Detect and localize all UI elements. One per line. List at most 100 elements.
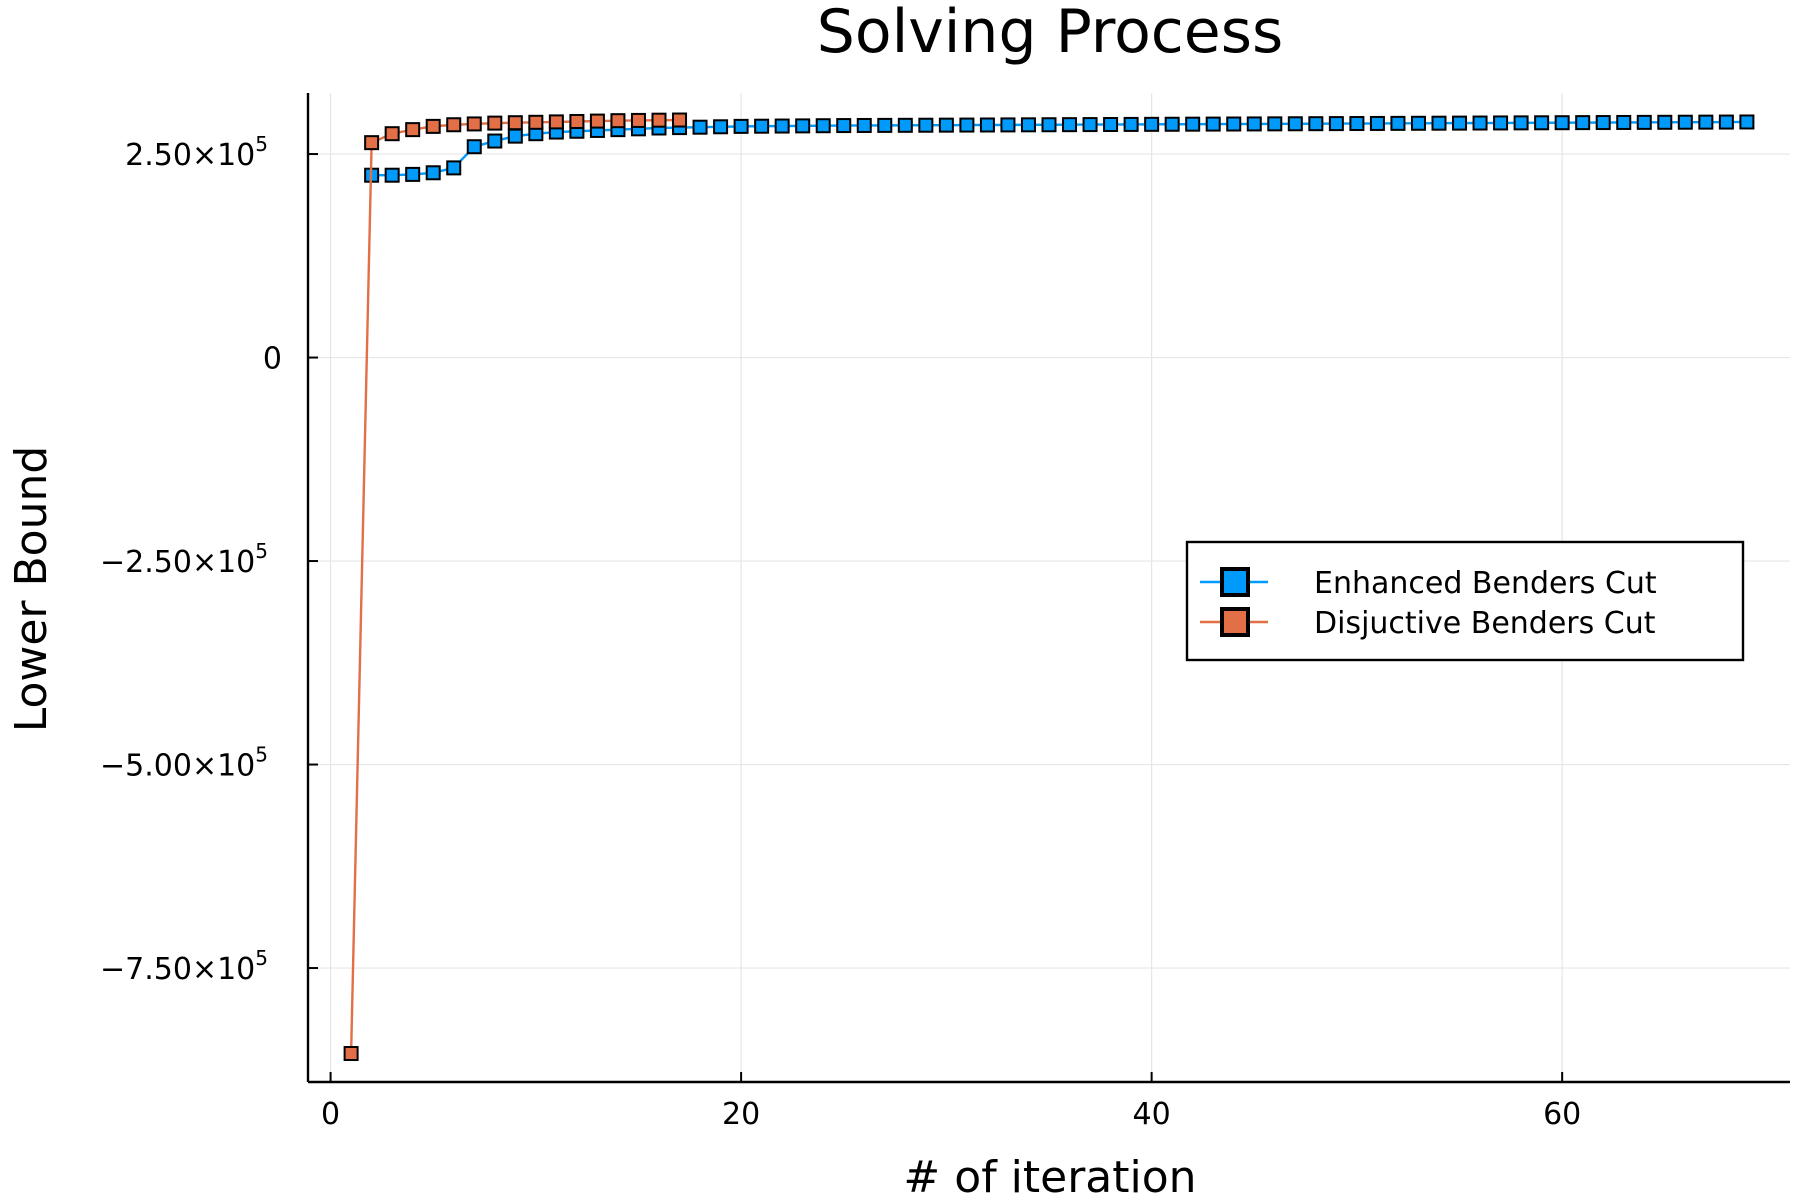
data-point [1164, 116, 1180, 132]
data-point [754, 118, 770, 134]
data-point [1657, 114, 1673, 130]
data-point [1575, 115, 1591, 131]
data-point [425, 118, 441, 134]
data-point [1472, 115, 1488, 131]
grid-lines [308, 93, 1790, 1082]
y-axis-label: Lower Bound [6, 446, 57, 733]
y-tick-label: −2.50×105 [100, 539, 268, 580]
data-point [1267, 116, 1283, 132]
series-line [349, 118, 680, 1054]
data-point [1534, 115, 1550, 131]
data-point [877, 117, 893, 133]
x-axis-label: # of iteration [903, 1152, 1196, 1200]
data-point [1287, 116, 1303, 132]
data-point [1718, 114, 1734, 130]
data-point [446, 117, 462, 133]
data-point [1123, 116, 1139, 132]
y-tick-mantissa: 2.50×10 [125, 138, 255, 173]
x-tick-label: 0 [321, 1097, 340, 1132]
series-0 [364, 114, 1755, 183]
legend: Enhanced Benders Cut Disjuctive Benders C… [1185, 540, 1745, 662]
data-point [630, 112, 646, 128]
y-tick-exponent: 5 [255, 539, 268, 563]
data-point [528, 114, 544, 130]
data-point [507, 115, 523, 131]
data-point [897, 117, 913, 133]
data-point [1390, 115, 1406, 131]
legend-box [1185, 540, 1745, 662]
data-point [466, 116, 482, 132]
data-point [836, 118, 852, 134]
data-point [446, 160, 462, 176]
data-point [507, 128, 523, 144]
y-tick-exponent: 5 [255, 132, 268, 156]
data-point [466, 139, 482, 155]
chart-title: Solving Process [817, 0, 1283, 67]
data-point [1205, 116, 1221, 132]
data-point [1328, 116, 1344, 132]
series-1 [343, 112, 688, 1062]
x-tick-label: 40 [1133, 1097, 1171, 1132]
data-point [1062, 117, 1078, 133]
data-point [1554, 115, 1570, 131]
data-point [856, 117, 872, 133]
x-tick-label: 20 [722, 1097, 760, 1132]
data-point [938, 117, 954, 133]
data-point [1000, 117, 1016, 133]
data-point [1677, 114, 1693, 130]
data-point [343, 1046, 359, 1062]
series-layer [343, 112, 1755, 1062]
data-point [1185, 116, 1201, 132]
data-point [815, 118, 831, 134]
x-tick-label: 60 [1543, 1097, 1581, 1132]
data-point [548, 114, 564, 130]
data-point [979, 117, 995, 133]
y-tick-exponent: 5 [255, 743, 268, 767]
y-tick-mantissa: −7.50×10 [100, 952, 255, 987]
data-point [1103, 117, 1119, 133]
y-tick-label: −7.50×105 [100, 946, 268, 987]
data-point [1493, 115, 1509, 131]
data-point [364, 135, 380, 151]
data-point [1020, 117, 1036, 133]
y-tick-exponent: 5 [255, 946, 268, 970]
data-point [569, 113, 585, 129]
data-point [1349, 116, 1365, 132]
data-point [651, 112, 667, 128]
data-point [487, 133, 503, 149]
data-point [589, 113, 605, 129]
data-point [1226, 116, 1242, 132]
data-point [1369, 115, 1385, 131]
data-point [405, 166, 421, 182]
data-point [1616, 114, 1632, 130]
data-point [1041, 117, 1057, 133]
legend-label: Disjuctive Benders Cut [1314, 606, 1656, 641]
data-point [713, 119, 729, 135]
data-point [672, 112, 688, 128]
data-point [384, 126, 400, 142]
y-tick-mantissa: 0 [263, 342, 282, 377]
y-tick-mantissa: −2.50×10 [100, 545, 255, 580]
y-tick-label: −5.00×105 [100, 743, 268, 784]
data-point [1698, 114, 1714, 130]
legend-item: Disjuctive Benders Cut [1200, 606, 1656, 641]
legend-marker [1220, 607, 1250, 637]
data-point [1739, 114, 1755, 130]
y-tick-mantissa: −5.00×10 [100, 749, 255, 784]
data-point [959, 117, 975, 133]
axes [306, 93, 1790, 1084]
data-point [384, 167, 400, 183]
data-point [1452, 115, 1468, 131]
data-point [1595, 115, 1611, 131]
data-point [487, 115, 503, 131]
data-point [774, 118, 790, 134]
data-point [405, 122, 421, 138]
y-tick-label: 2.50×105 [125, 132, 268, 173]
data-point [1246, 116, 1262, 132]
data-point [918, 117, 934, 133]
data-point [733, 118, 749, 134]
data-point [1144, 116, 1160, 132]
data-point [1410, 115, 1426, 131]
data-point [1636, 114, 1652, 130]
